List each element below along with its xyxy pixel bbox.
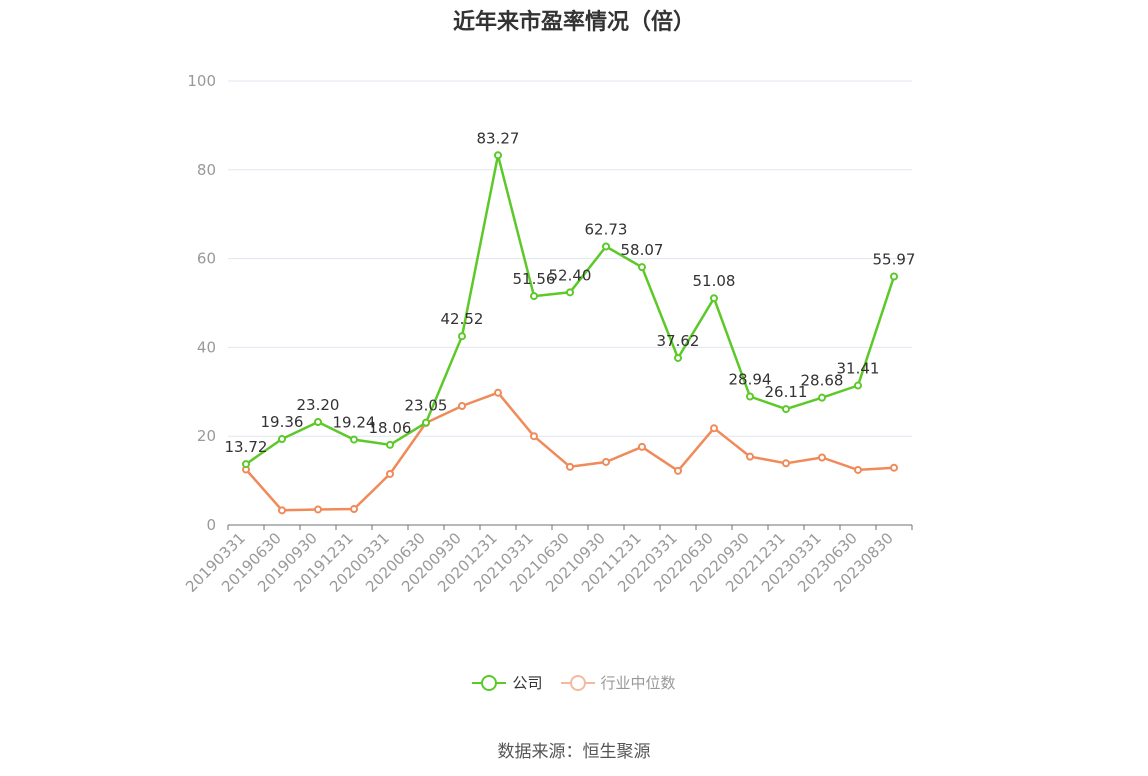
y-tick-label: 80 <box>197 161 216 179</box>
data-point[interactable] <box>854 381 862 390</box>
y-tick-label: 60 <box>197 250 216 268</box>
data-point[interactable] <box>602 457 610 466</box>
data-label: 55.97 <box>873 250 916 268</box>
data-label: 18.06 <box>369 419 412 437</box>
data-source: 数据来源：恒生聚源 <box>497 742 651 762</box>
data-label: 19.36 <box>261 413 304 431</box>
grid-lines <box>228 80 912 437</box>
data-label: 51.08 <box>693 272 736 290</box>
data-label: 83.27 <box>477 129 520 147</box>
legend-item-industry[interactable]: 行业中位数 <box>560 672 676 693</box>
data-point[interactable] <box>782 459 790 468</box>
data-point[interactable] <box>494 151 502 160</box>
series-line-1 <box>245 391 895 512</box>
data-point[interactable] <box>314 505 322 514</box>
data-point[interactable] <box>278 435 286 444</box>
data-label: 51.56 <box>513 270 556 288</box>
data-point[interactable] <box>422 418 430 427</box>
data-point[interactable] <box>674 353 682 362</box>
legend-company-icon <box>472 673 507 693</box>
data-point[interactable] <box>746 452 754 461</box>
data-label: 13.72 <box>225 438 268 456</box>
data-point[interactable] <box>710 424 718 433</box>
data-point[interactable] <box>494 388 502 397</box>
data-point[interactable] <box>530 292 538 301</box>
data-point[interactable] <box>890 463 898 472</box>
data-point[interactable] <box>566 462 574 471</box>
y-tick-label: 20 <box>197 427 216 445</box>
data-point[interactable] <box>314 417 322 426</box>
legend-industry-label: 行业中位数 <box>600 674 676 692</box>
data-point[interactable] <box>566 288 574 297</box>
data-label: 37.62 <box>657 332 700 350</box>
data-label: 52.40 <box>549 266 592 284</box>
legend-item-company[interactable]: 公司 <box>472 672 543 693</box>
y-axis: 0 20 40 60 80 100 <box>187 72 216 534</box>
data-point[interactable] <box>782 405 790 414</box>
data-label: 28.94 <box>729 371 772 389</box>
data-label: 42.52 <box>441 310 484 328</box>
data-point[interactable] <box>350 435 358 444</box>
data-point[interactable] <box>638 263 646 272</box>
data-point[interactable] <box>890 272 898 281</box>
data-point[interactable] <box>458 402 466 411</box>
data-label: 28.68 <box>801 372 844 390</box>
data-label: 62.73 <box>585 220 628 238</box>
legend-company-label: 公司 <box>512 674 543 692</box>
y-tick-label: 40 <box>197 338 216 356</box>
data-point[interactable] <box>710 294 718 303</box>
x-axis: 2019033120190630201909302019123120200331… <box>182 524 913 596</box>
series-lines <box>242 151 898 515</box>
data-point[interactable] <box>530 432 538 441</box>
legend: 公司 行业中位数 <box>0 672 1148 693</box>
data-point[interactable] <box>638 442 646 451</box>
data-point[interactable] <box>350 505 358 514</box>
y-tick-label: 100 <box>187 72 216 90</box>
data-point[interactable] <box>818 453 826 462</box>
data-label: 19.24 <box>333 414 376 432</box>
data-label: 23.05 <box>405 397 448 415</box>
data-label: 31.41 <box>837 360 880 378</box>
data-point[interactable] <box>746 392 754 401</box>
data-point[interactable] <box>674 466 682 475</box>
data-point[interactable] <box>386 440 394 449</box>
data-point[interactable] <box>386 469 394 478</box>
chart-title: 近年来市盈率情况（倍） <box>452 10 695 35</box>
data-point[interactable] <box>278 506 286 515</box>
data-label: 26.11 <box>765 383 808 401</box>
data-point[interactable] <box>458 332 466 341</box>
data-label: 23.20 <box>297 396 340 414</box>
data-point[interactable] <box>854 465 862 474</box>
data-point[interactable] <box>818 393 826 402</box>
legend-industry-icon <box>560 673 595 693</box>
data-point[interactable] <box>242 460 250 469</box>
y-tick-label: 0 <box>206 516 216 534</box>
data-point[interactable] <box>602 242 610 251</box>
data-label: 58.07 <box>621 241 664 259</box>
